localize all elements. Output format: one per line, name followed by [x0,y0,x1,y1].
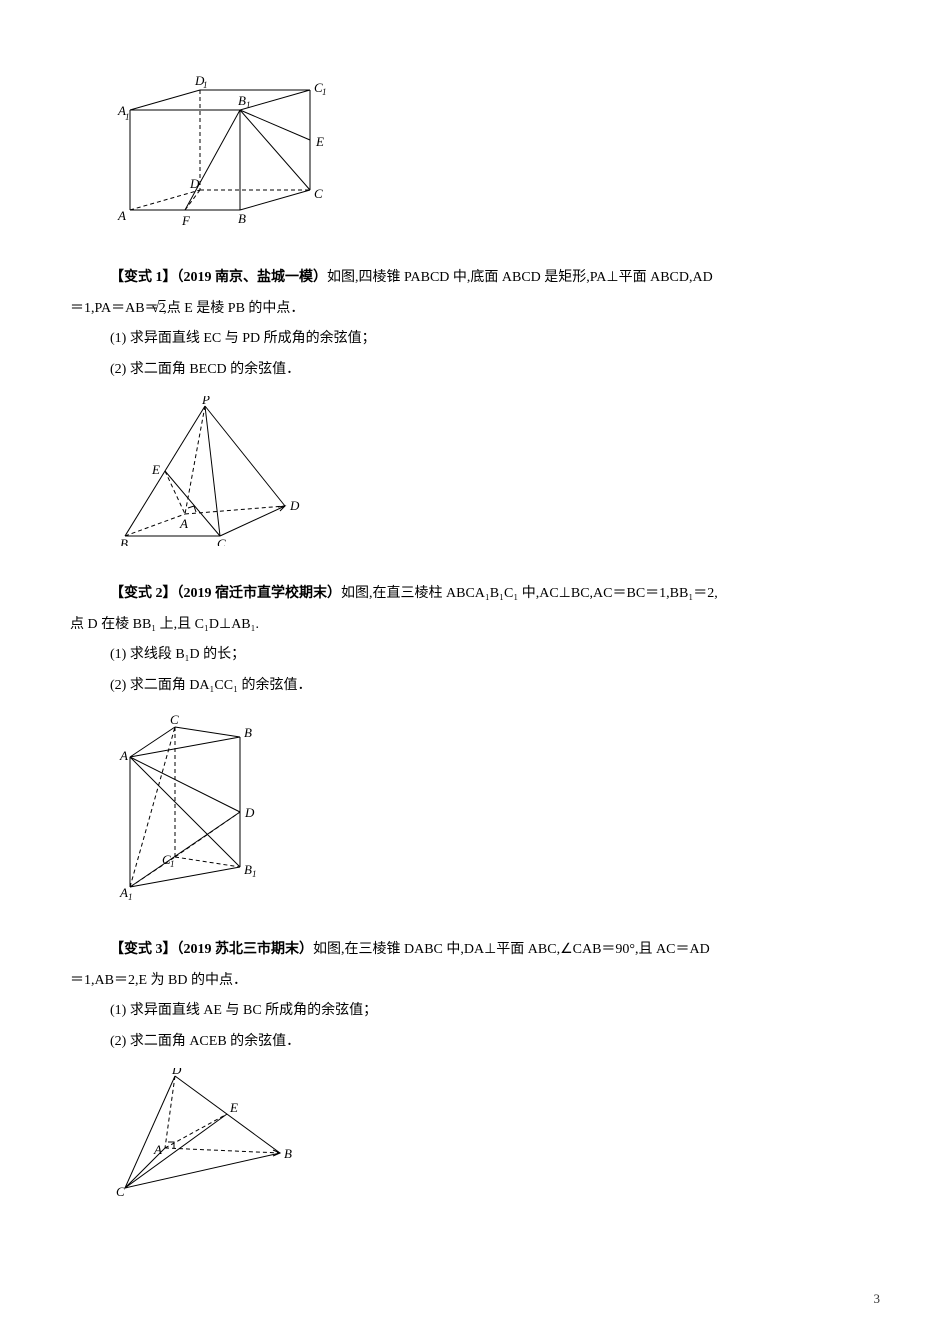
svg-text:1: 1 [128,892,133,902]
problem-3-stem-a: 如图,在三棱锥 DABC 中,DA⊥平面 ABC,∠CAB＝90°,且 AC＝A… [313,942,710,957]
problem-2-stem-line2: 点 D 在棱 BB₁ 上,且 C₁D⊥AB₁. [70,610,880,641]
figure-cuboid: A1 B1 C1 D1 A B C D E F [110,70,880,243]
svg-text:B: B [238,93,246,108]
problem-2-stem-b: 点 D 在棱 BB₁ 上,且 C₁D⊥AB₁. [70,617,259,632]
problem-1-stem-c: ,点 E 是棱 PB 的中点． [163,301,304,316]
svg-text:E: E [229,1100,238,1115]
svg-text:1: 1 [170,859,175,869]
svg-text:B: B [238,211,246,226]
svg-text:A: A [119,748,128,763]
problem-3-stem-b: ＝1,AB＝2,E 为 BD 的中点． [70,973,247,988]
svg-text:C: C [314,186,323,201]
svg-text:B: B [120,536,128,546]
problem-1-stem-a: 如图,四棱锥 PABCD 中,底面 ABCD 是矩形,PA⊥平面 ABCD,AD [327,270,713,285]
svg-text:E: E [151,462,160,477]
svg-text:1: 1 [203,80,208,90]
problem-2-tag: 【变式 2】 [110,586,177,601]
problem-2-stem-a: 如图,在直三棱柱 ABCA₁B₁C₁ 中,AC⊥BC,AC＝BC＝1,BB₁＝2… [341,586,718,601]
problem-1-source: （2019 南京、盐城一模） [177,270,328,285]
svg-text:F: F [181,213,191,228]
figure-tetra: D A B C E [110,1068,880,1211]
problem-2: 【变式 2】（2019 宿迁市直学校期末）如图,在直三棱柱 ABCA₁B₁C₁ … [70,579,880,610]
problem-1-tag: 【变式 1】 [110,270,177,285]
svg-text:P: P [201,396,210,407]
svg-text:B: B [244,862,252,877]
problem-3: 【变式 3】（2019 苏北三市期末）如图,在三棱锥 DABC 中,DA⊥平面 … [70,935,880,966]
problem-3-tag: 【变式 3】 [110,942,177,957]
svg-text:A: A [117,208,126,223]
svg-text:D: D [244,805,255,820]
svg-text:1: 1 [252,869,257,879]
svg-text:B: B [284,1146,292,1161]
problem-1-stem-line2: ＝1,PA＝AB＝2√,点 E 是棱 PB 的中点． [70,294,880,325]
svg-text:A: A [119,885,128,900]
problem-3-q1: (1) 求异面直线 AE 与 BC 所成角的余弦值； [70,996,880,1027]
svg-text:1: 1 [125,112,130,122]
problem-1-q2: (2) 求二面角 BECD 的余弦值． [70,355,880,386]
svg-text:E: E [315,134,324,149]
page-number: 3 [874,1285,881,1314]
svg-text:1: 1 [322,87,327,97]
figure-prism: A B C A1 B1 C1 D [110,712,880,915]
svg-text:B: B [244,725,252,740]
svg-text:D: D [189,176,200,191]
problem-2-q1: (1) 求线段 B₁D 的长； [70,640,880,671]
svg-text:C: C [170,712,179,727]
svg-text:D: D [289,498,300,513]
svg-text:A: A [179,516,188,531]
problem-3-stem-line2: ＝1,AB＝2,E 为 BD 的中点． [70,966,880,997]
svg-text:A: A [153,1142,162,1157]
problem-1-q1: (1) 求异面直线 EC 与 PD 所成角的余弦值； [70,324,880,355]
problem-3-source: （2019 苏北三市期末） [177,942,314,957]
problem-1-stem-b: ＝1,PA＝AB＝ [70,301,159,316]
svg-text:C: C [116,1184,125,1198]
problem-2-source: （2019 宿迁市直学校期末） [177,586,342,601]
svg-text:C: C [217,536,226,546]
svg-text:1: 1 [246,100,251,110]
problem-1: 【变式 1】（2019 南京、盐城一模）如图,四棱锥 PABCD 中,底面 AB… [70,263,880,294]
figure-pyramid: P A B C D E [110,396,880,559]
svg-text:D: D [171,1068,182,1077]
problem-3-q2: (2) 求二面角 ACEB 的余弦值． [70,1027,880,1058]
problem-2-q2: (2) 求二面角 DA₁CC₁ 的余弦值． [70,671,880,702]
